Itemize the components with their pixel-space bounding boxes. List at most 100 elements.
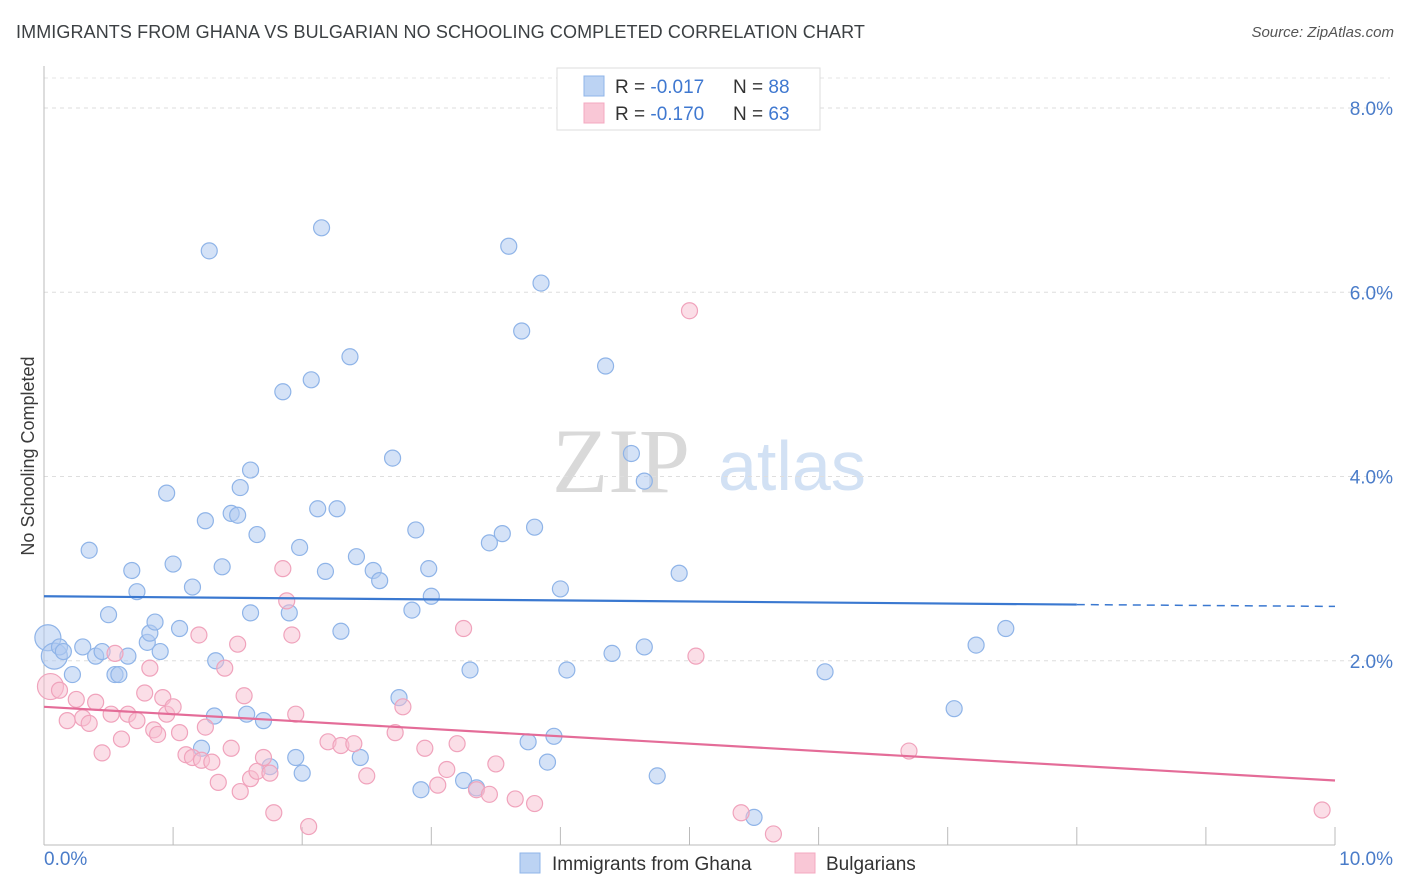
point-bulgarian-62 bbox=[764, 825, 783, 843]
legend-r-label-2: R = bbox=[615, 104, 650, 125]
point-bulgarian-9 bbox=[106, 644, 124, 662]
point-ghana-80 bbox=[648, 767, 666, 785]
point-ghana-84 bbox=[945, 700, 963, 718]
y-tick-label-3: 8.0% bbox=[1350, 99, 1393, 120]
point-bulgarian-40 bbox=[283, 626, 301, 644]
point-ghana-46 bbox=[316, 562, 335, 581]
point-ghana-34 bbox=[241, 461, 260, 479]
legend-n-value-2: 63 bbox=[768, 104, 789, 125]
bottom-legend-swatch-blue bbox=[519, 852, 541, 874]
point-bulgarian-10 bbox=[112, 730, 131, 748]
point-ghana-28 bbox=[213, 558, 231, 576]
svg-text:R = -0.017: R = -0.017 bbox=[615, 77, 704, 98]
point-bulgarian-51 bbox=[438, 760, 456, 779]
point-ghana-31 bbox=[231, 478, 249, 497]
chart-title: IMMIGRANTS FROM GHANA VS BULGARIAN NO SC… bbox=[16, 22, 865, 42]
point-bulgarian-32 bbox=[235, 687, 253, 705]
point-ghana-40 bbox=[287, 748, 305, 767]
point-bulgarian-31 bbox=[231, 782, 249, 801]
point-bulgarian-13 bbox=[136, 684, 154, 702]
series-legend: Immigrants from Ghana Bulgarians bbox=[519, 852, 916, 875]
stats-legend: R = -0.017 N = 88 R = -0.170 N = 63 bbox=[556, 67, 821, 131]
point-bulgarian-64 bbox=[1313, 801, 1331, 819]
point-bulgarian-1 bbox=[50, 681, 69, 699]
point-bulgarian-61 bbox=[732, 804, 750, 822]
point-ghana-30 bbox=[229, 506, 247, 524]
point-ghana-66 bbox=[500, 237, 518, 255]
point-ghana-42 bbox=[293, 764, 311, 782]
point-ghana-21 bbox=[170, 619, 189, 638]
point-bulgarian-12 bbox=[128, 712, 146, 730]
point-bulgarian-56 bbox=[487, 755, 505, 773]
point-bulgarian-29 bbox=[222, 739, 240, 757]
point-bulgarian-39 bbox=[278, 592, 296, 610]
svg-text:N = 88: N = 88 bbox=[733, 77, 790, 98]
point-bulgarian-45 bbox=[345, 735, 363, 753]
legend-n-value-1: 88 bbox=[768, 77, 789, 98]
point-bulgarian-59 bbox=[680, 302, 699, 320]
point-bulgarian-7 bbox=[93, 744, 111, 762]
point-bulgarian-47 bbox=[386, 724, 404, 742]
point-ghana-78 bbox=[635, 638, 653, 656]
point-ghana-22 bbox=[183, 578, 202, 596]
point-ghana-79 bbox=[635, 472, 653, 490]
point-bulgarian-36 bbox=[261, 764, 279, 782]
point-ghana-74 bbox=[558, 661, 576, 679]
point-ghana-69 bbox=[525, 518, 544, 536]
point-ghana-48 bbox=[332, 622, 350, 640]
point-bulgarian-42 bbox=[300, 817, 318, 836]
point-bulgarian-19 bbox=[164, 698, 182, 716]
point-ghana-58 bbox=[412, 781, 430, 799]
point-ghana-60 bbox=[422, 587, 440, 605]
legend-swatch-pink bbox=[583, 102, 605, 124]
point-ghana-44 bbox=[309, 500, 327, 518]
point-ghana-13 bbox=[123, 561, 141, 580]
point-bulgarian-3 bbox=[67, 690, 85, 709]
svg-text:N = 63: N = 63 bbox=[733, 104, 790, 125]
point-ghana-86 bbox=[997, 619, 1015, 638]
legend-r-value-2: -0.170 bbox=[650, 104, 704, 125]
point-ghana-5 bbox=[74, 638, 92, 656]
point-ghana-4 bbox=[63, 665, 82, 684]
point-ghana-6 bbox=[80, 541, 98, 559]
x-tick-label-min: 0.0% bbox=[44, 849, 87, 870]
point-ghana-20 bbox=[164, 555, 182, 573]
point-ghana-11 bbox=[110, 665, 128, 684]
point-ghana-38 bbox=[274, 383, 292, 401]
point-ghana-70 bbox=[532, 274, 550, 292]
point-bulgarian-6 bbox=[87, 693, 105, 711]
trend-lines bbox=[43, 595, 1336, 782]
point-ghana-3 bbox=[54, 642, 72, 661]
point-ghana-49 bbox=[341, 348, 359, 366]
point-ghana-83 bbox=[816, 663, 834, 681]
point-ghana-59 bbox=[420, 560, 438, 578]
point-bulgarian-35 bbox=[254, 748, 273, 767]
point-ghana-50 bbox=[347, 548, 366, 566]
point-bulgarian-37 bbox=[265, 804, 283, 822]
point-ghana-35 bbox=[248, 525, 266, 544]
point-ghana-68 bbox=[519, 733, 537, 751]
legend-r-label-1: R = bbox=[615, 77, 650, 98]
y-tick-label-2: 6.0% bbox=[1350, 283, 1393, 304]
point-ghana-73 bbox=[551, 580, 570, 598]
point-ghana-45 bbox=[312, 219, 331, 237]
point-bulgarian-55 bbox=[480, 785, 498, 803]
point-ghana-54 bbox=[383, 449, 402, 467]
point-bulgarian-26 bbox=[203, 753, 221, 771]
point-ghana-17 bbox=[146, 613, 164, 631]
point-ghana-19 bbox=[158, 484, 176, 502]
point-ghana-85 bbox=[967, 636, 985, 654]
bottom-legend-swatch-pink bbox=[794, 852, 816, 874]
point-ghana-24 bbox=[196, 512, 214, 530]
point-ghana-18 bbox=[151, 642, 169, 661]
point-bulgarian-28 bbox=[216, 659, 234, 677]
point-bulgarian-58 bbox=[525, 794, 544, 813]
bottom-legend-bulgarians: Bulgarians bbox=[826, 854, 916, 875]
point-bulgarian-50 bbox=[429, 776, 447, 794]
bottom-legend-ghana: Immigrants from Ghana bbox=[552, 854, 752, 875]
point-bulgarian-57 bbox=[506, 790, 524, 808]
point-ghana-76 bbox=[603, 644, 621, 662]
point-ghana-77 bbox=[622, 444, 641, 463]
point-bulgarian-60 bbox=[687, 647, 705, 665]
